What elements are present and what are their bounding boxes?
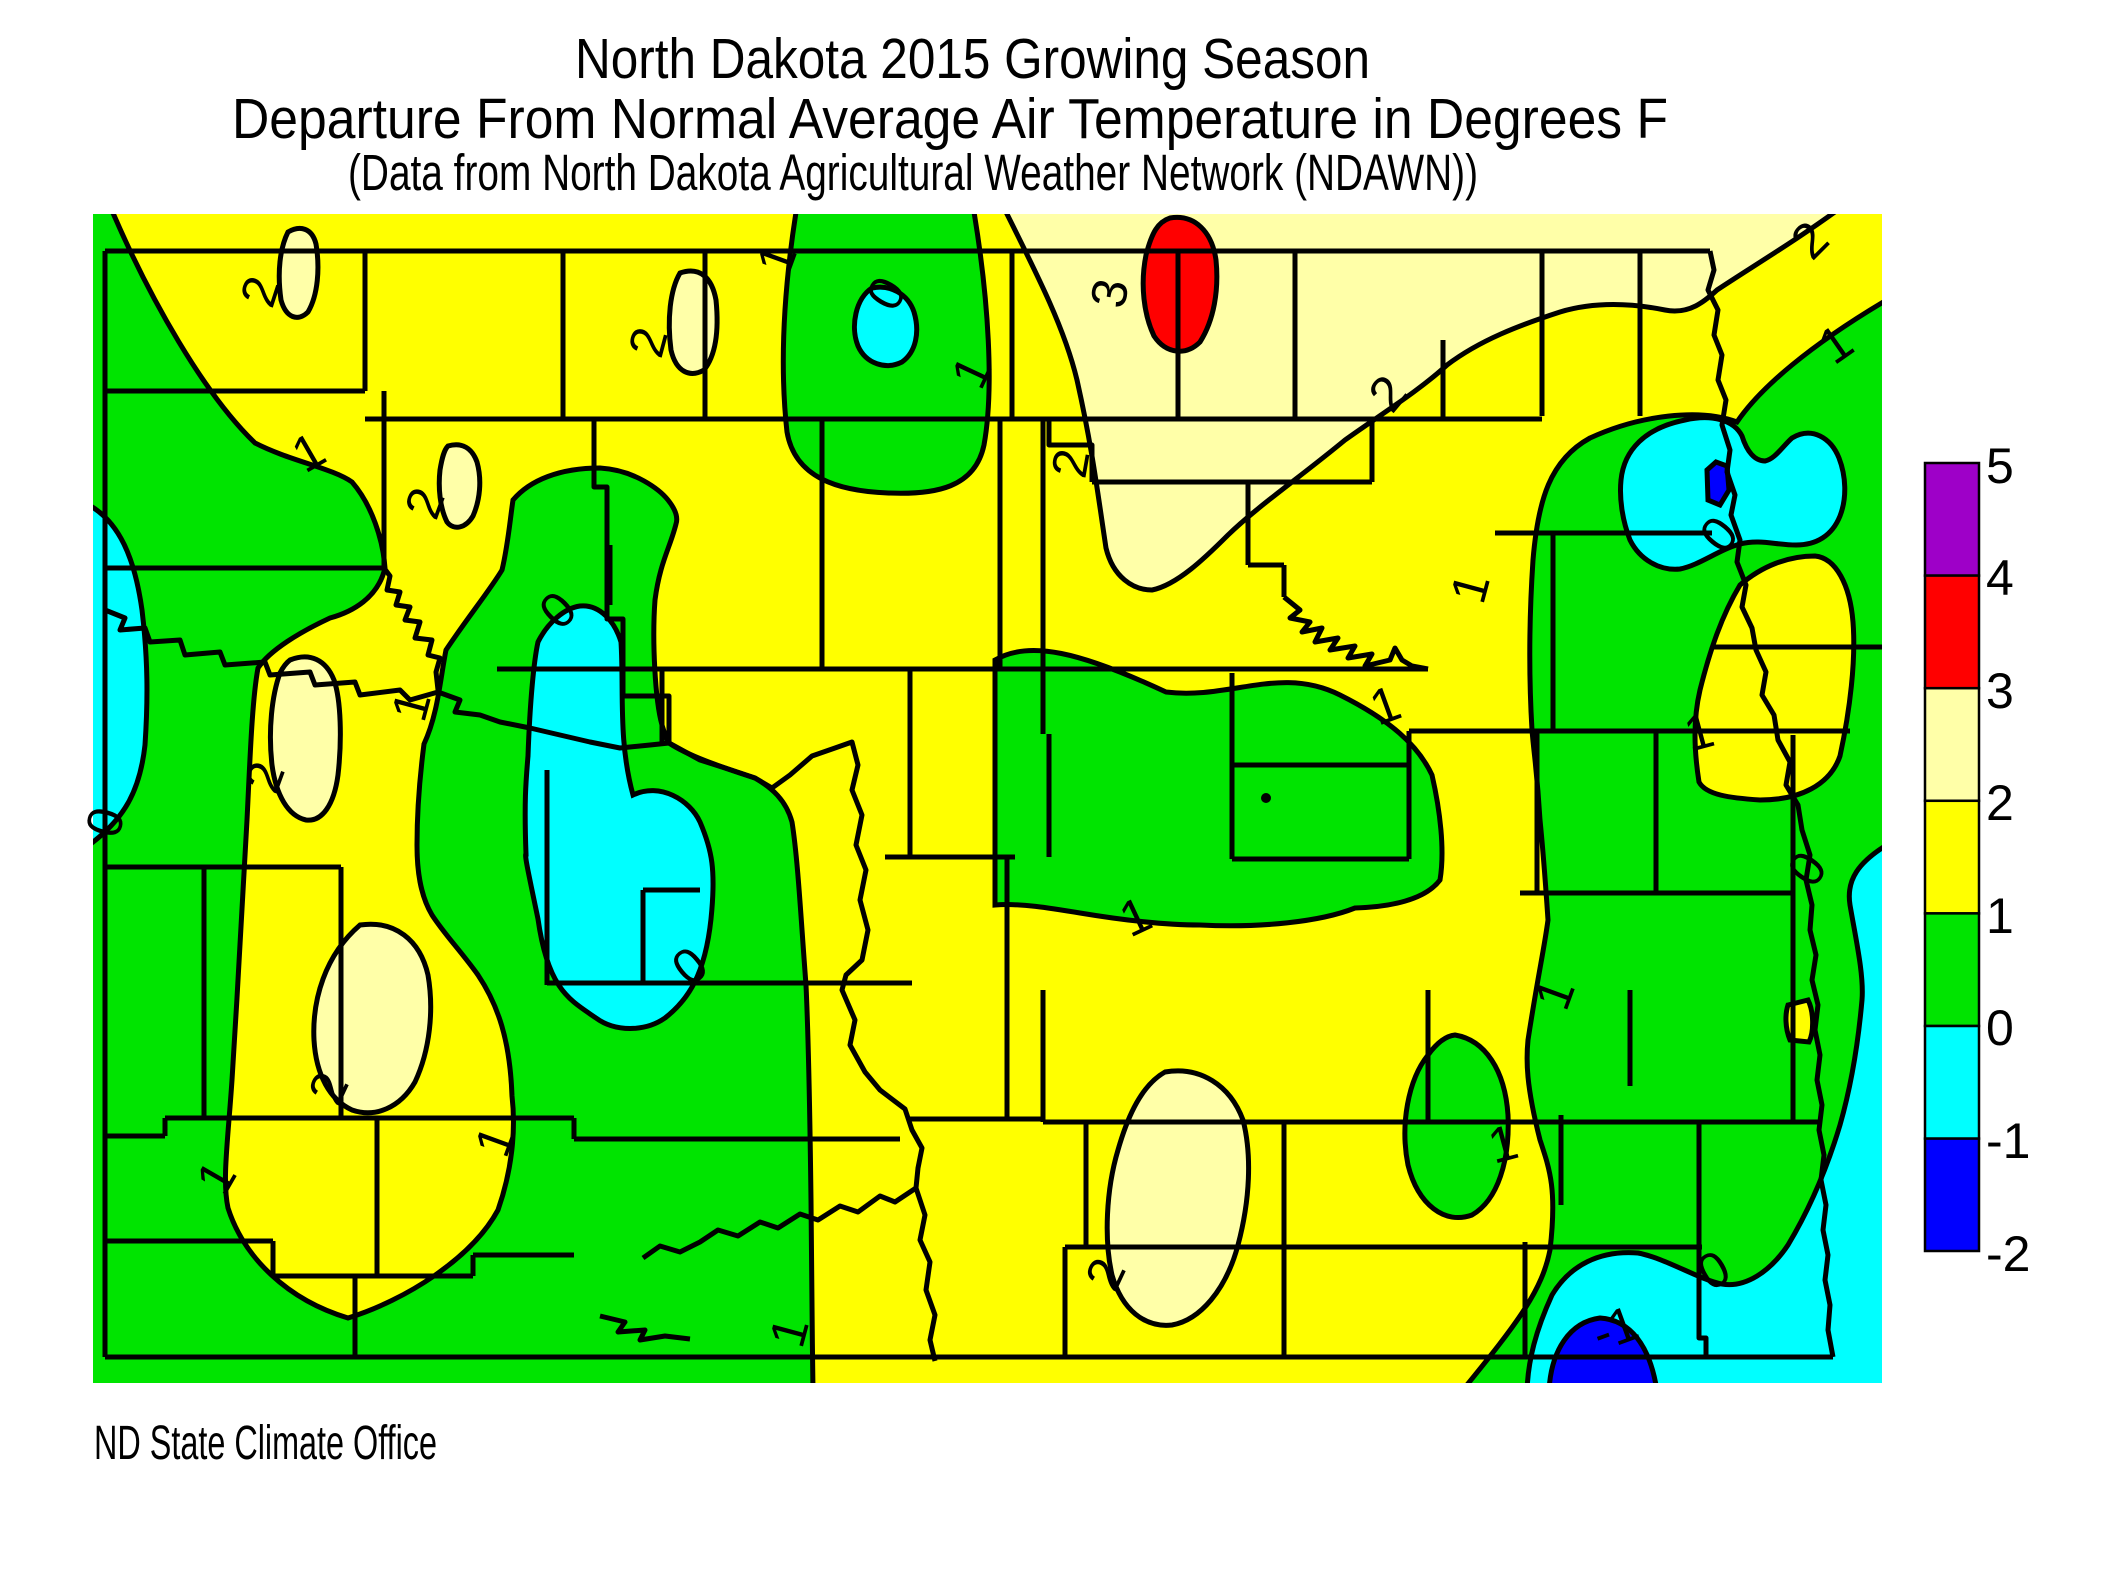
svg-text:3: 3 [1986,663,2014,719]
svg-text:ND State Climate Office: ND State Climate Office [94,1417,437,1470]
svg-text:Departure From Normal Average: Departure From Normal Average Air Temper… [232,87,1668,151]
svg-text:5: 5 [1986,438,2014,494]
svg-text:0: 0 [1986,1000,2014,1056]
svg-text:2: 2 [1986,775,2014,831]
svg-text:4: 4 [1986,550,2014,606]
svg-text:North Dakota 2015 Growing Seas: North Dakota 2015 Growing Season [575,27,1370,91]
svg-text:1: 1 [1986,888,2014,944]
svg-text:-2: -2 [1986,1226,2030,1282]
svg-text:-1: -1 [1986,1113,2030,1169]
svg-text:(Data from North Dakota Agricu: (Data from North Dakota Agricultural Wea… [348,144,1478,201]
